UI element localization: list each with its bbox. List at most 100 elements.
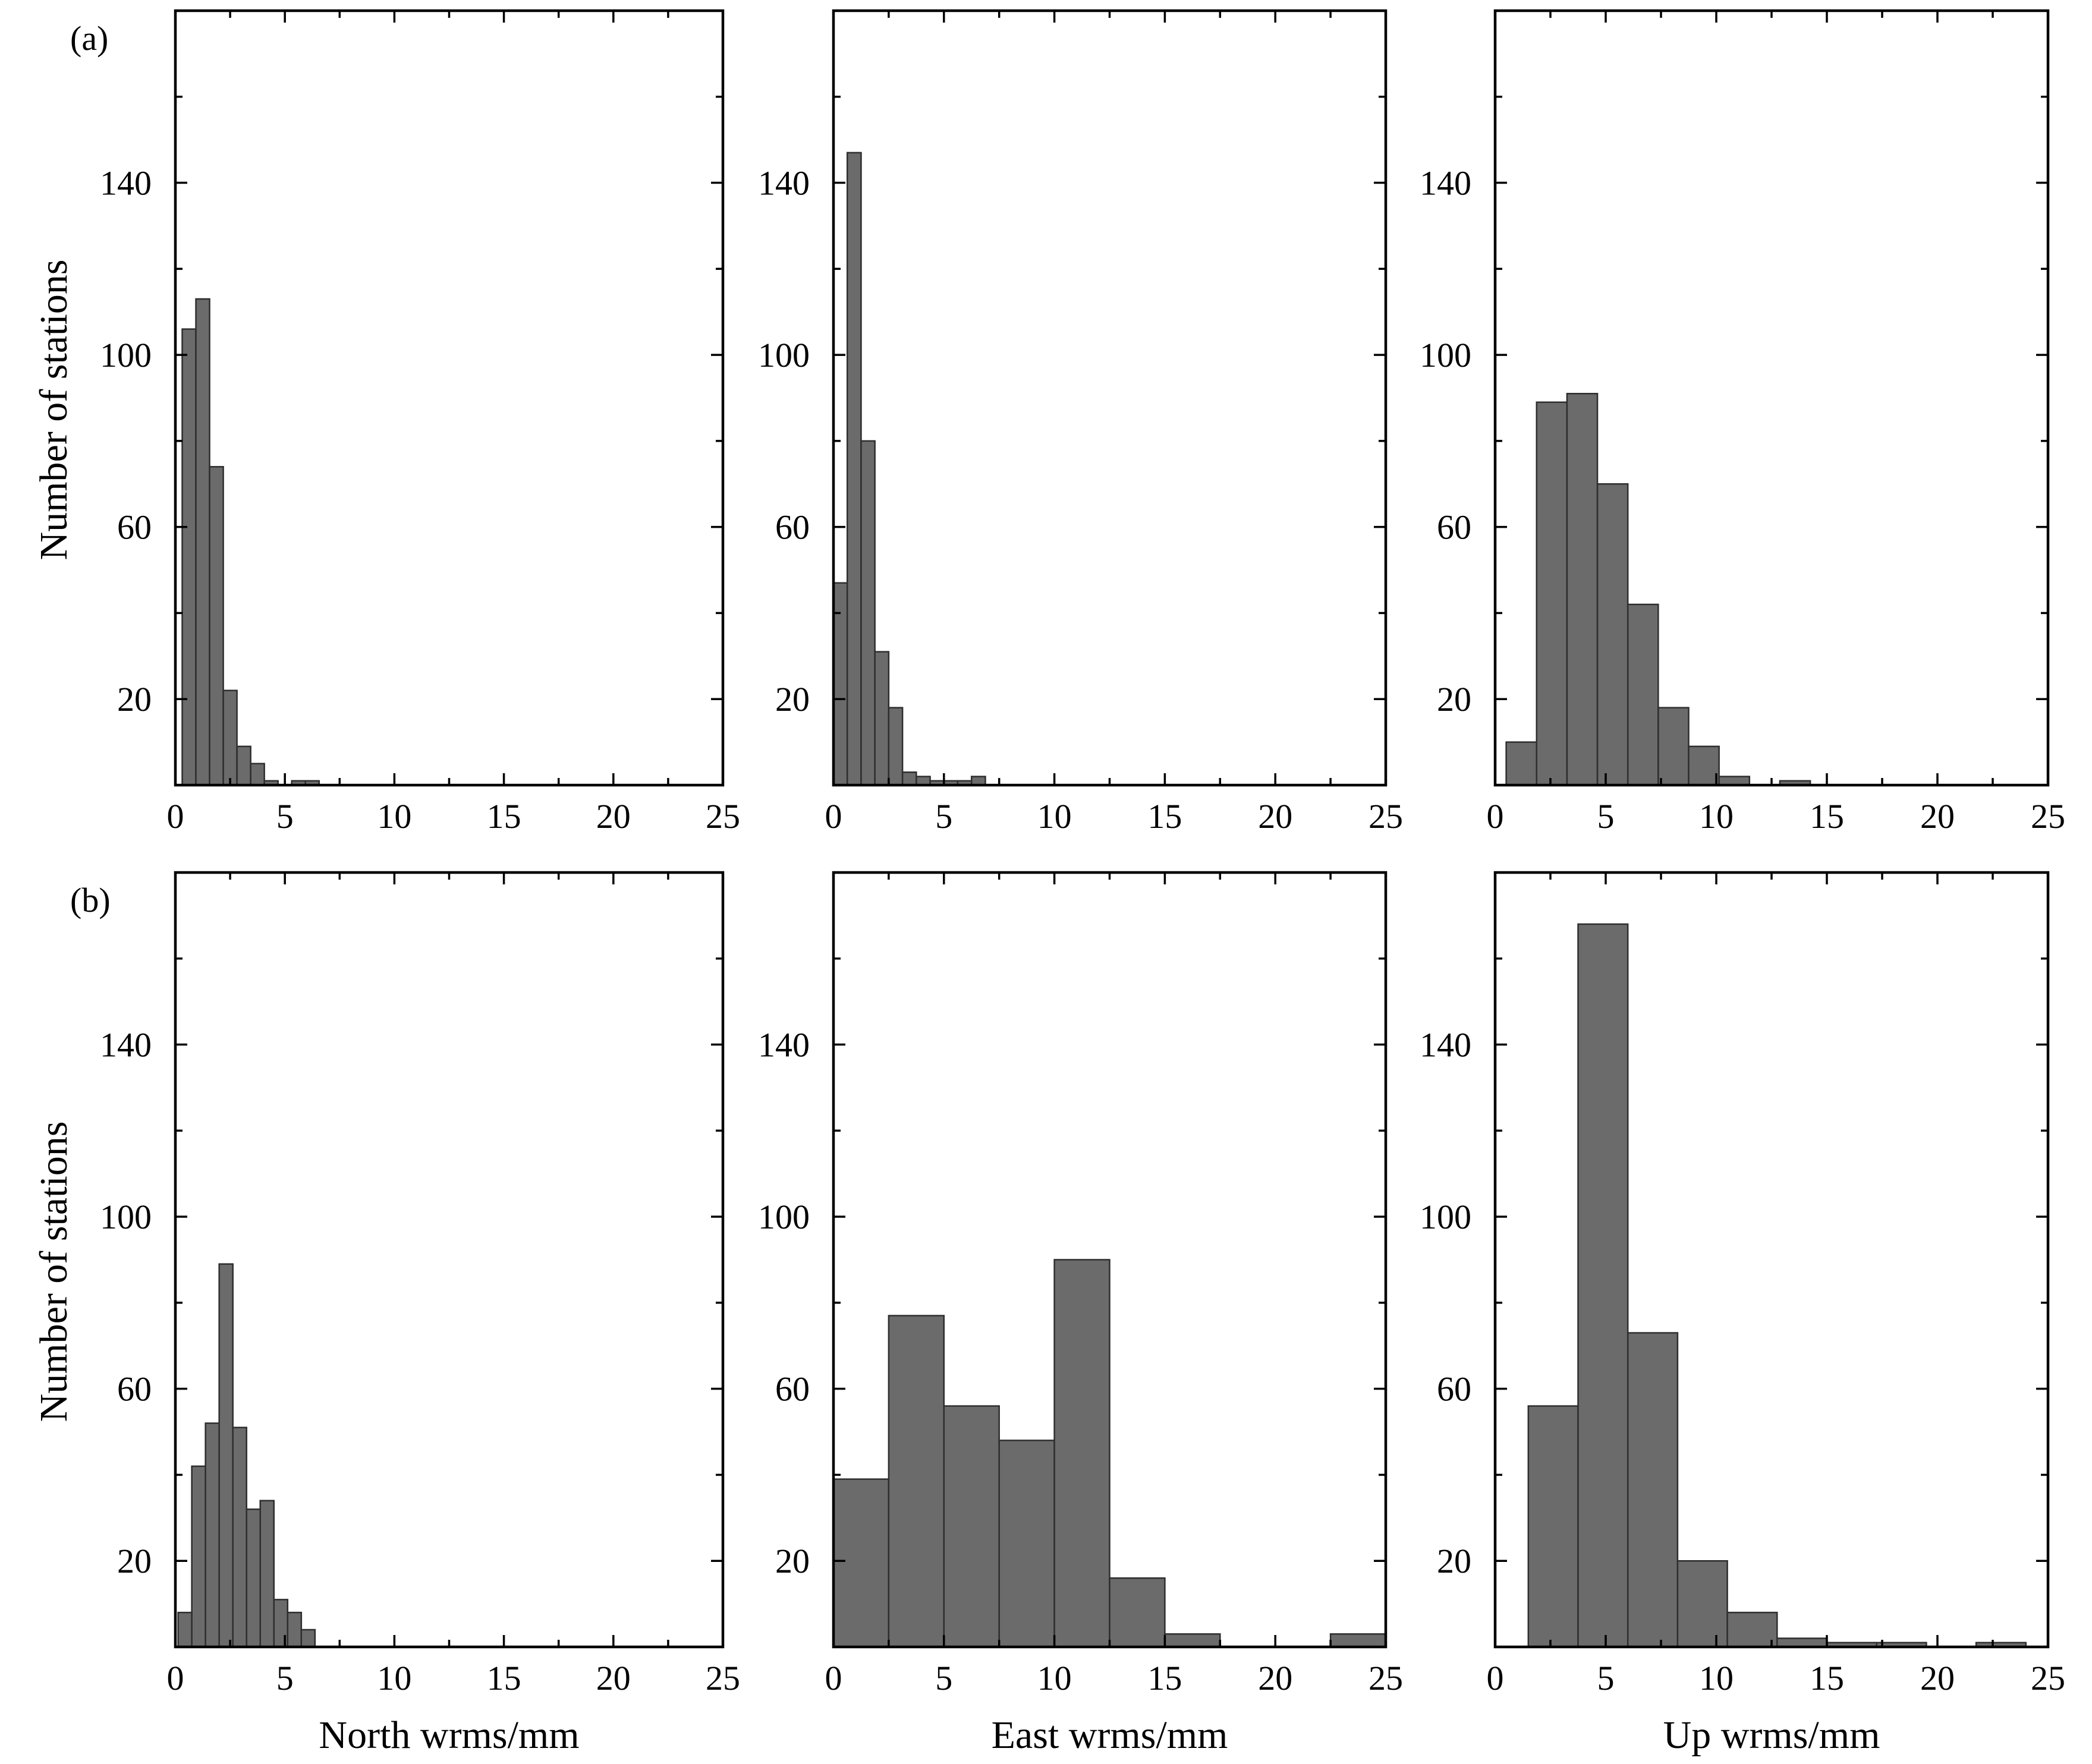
x-tick-label: 20 [1920,797,1955,836]
histogram-bar [287,1611,303,1648]
y-tick-label: 60 [117,508,152,547]
histogram-bar [181,328,197,786]
histogram-bar [1053,1259,1111,1648]
x-axis-title: North wrms/mm [319,1713,579,1757]
panel-b-north: 0 5 10 15 20 25 20 60 100 140 (b) Number of station… [32,871,740,1757]
x-tick-label: 15 [487,1659,521,1697]
histogram-bar [1676,1560,1728,1648]
y-tick-label: 100 [1420,336,1471,374]
y-tick-label: 140 [758,164,810,203]
histogram-bar [222,689,238,786]
x-tick-label: 20 [596,797,631,836]
histogram-bar [1505,741,1538,786]
histogram-bar [236,745,251,786]
x-tick-label: 5 [935,797,952,836]
y-tick-label: 140 [100,1026,152,1064]
histogram-bar [205,1422,220,1648]
x-tick-label: 20 [596,1659,631,1697]
histogram-bar [246,1508,262,1648]
x-tick-label: 0 [167,797,184,836]
x-tick-label: 25 [706,797,740,836]
x-tick-label: 15 [1810,797,1844,836]
histogram-bar [1536,401,1568,786]
x-tick-label: 5 [1597,797,1615,836]
x-tick-label: 25 [2031,1659,2065,1697]
y-tick-label: 60 [117,1370,152,1409]
x-tick-label: 0 [825,1659,842,1697]
y-tick-label: 20 [117,1542,152,1580]
histogram-bar [998,1439,1055,1648]
histogram-bar [1577,923,1629,1648]
y-tick-label: 100 [100,1198,152,1236]
x-tick-label: 20 [1258,1659,1292,1697]
plot-frame [174,9,725,787]
x-tick-label: 15 [1147,797,1182,836]
histogram-bar [259,1500,275,1648]
x-tick-label: 5 [276,797,294,836]
x-tick-label: 20 [1258,797,1292,836]
histogram-bar [1688,745,1720,786]
histogram-bar [943,1405,1000,1648]
histogram-bar [888,1315,945,1648]
histogram-bar [846,152,862,786]
x-tick-label: 25 [706,1659,740,1697]
panel-b-up: 0 5 10 15 20 25 20 60 100 140 Up wrms/mm [1420,871,2065,1757]
histogram-bar [209,466,224,786]
y-tick-label: 60 [775,1370,810,1409]
x-tick-label: 0 [167,1659,184,1697]
x-tick-label: 10 [377,797,411,836]
histogram-bar [1566,393,1599,786]
x-tick-label: 15 [1810,1659,1844,1697]
x-tick-label: 0 [825,797,842,836]
histogram-bar [901,771,917,786]
histogram-bar [1527,1405,1579,1648]
y-tick-label: 100 [758,1198,810,1236]
histogram-bar [218,1263,234,1648]
y-tick-label: 20 [117,680,152,719]
x-axis-title: East wrms/mm [992,1713,1228,1757]
histogram-bar [191,1465,206,1648]
x-tick-label: 5 [1597,1659,1615,1697]
y-tick-label: 20 [1437,1542,1471,1580]
y-tick-label: 60 [775,508,810,547]
y-tick-label: 140 [1420,1026,1471,1064]
x-tick-label: 25 [2031,797,2065,836]
histogram-bar [874,651,890,786]
x-tick-label: 10 [1037,1659,1072,1697]
x-tick-label: 5 [276,1659,294,1697]
x-tick-label: 5 [935,1659,952,1697]
histogram-bar [1657,707,1690,786]
x-tick-label: 0 [1487,797,1504,836]
x-axis-title: Up wrms/mm [1663,1713,1880,1757]
panel-tag: (b) [70,881,111,919]
y-tick-label: 20 [1437,680,1471,719]
panel-a-north: 0 5 10 15 20 25 20 60 100 140 (a) Number of station… [32,9,740,836]
y-axis-title: Number of stations [32,1122,75,1422]
histogram-bar [1726,1611,1778,1648]
histogram-bar [232,1426,247,1648]
histogram-bar [1329,1633,1387,1648]
x-tick-label: 25 [1369,797,1403,836]
x-tick-label: 10 [1699,797,1734,836]
histogram-bar [1164,1633,1221,1648]
plot-frame [832,9,1388,787]
y-tick-label: 20 [775,680,810,719]
y-tick-label: 60 [1437,1370,1471,1409]
x-tick-label: 20 [1920,1659,1955,1697]
panel-tag: (a) [70,19,108,58]
histogram-bar [832,1478,890,1648]
x-tick-label: 15 [487,797,521,836]
y-axis-title: Number of stations [32,260,75,560]
panel-b-east: 0 5 10 15 20 25 20 60 100 140 East wrms/mm [758,871,1403,1757]
x-tick-label: 10 [1037,797,1072,836]
y-tick-label: 140 [100,164,152,203]
histogram-bar [1627,603,1659,786]
x-tick-label: 10 [1699,1659,1734,1697]
x-tick-label: 25 [1369,1659,1403,1697]
y-tick-label: 60 [1437,508,1471,547]
y-tick-label: 140 [1420,164,1471,203]
x-tick-label: 15 [1147,1659,1182,1697]
histogram-bar [177,1611,193,1648]
histogram-bar [1109,1577,1166,1648]
